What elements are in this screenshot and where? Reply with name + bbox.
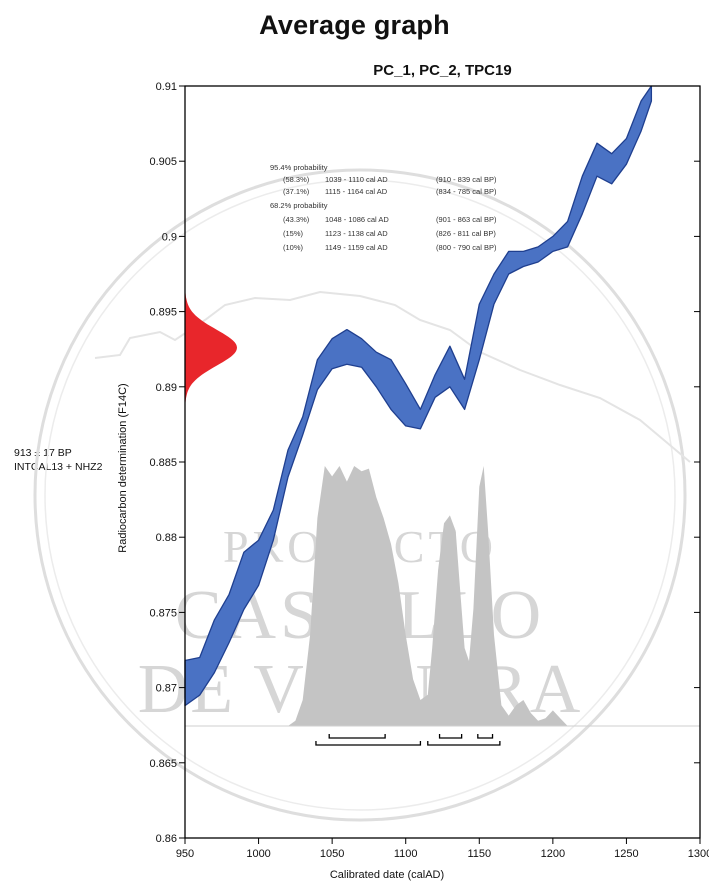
y-tick-label: 0.91	[156, 81, 177, 93]
prob-68-2-ad: 1123 - 1138 cal AD	[325, 229, 388, 238]
x-tick-label: 1150	[467, 848, 491, 860]
prob-68-1-bp: (901 - 863 cal BP)	[436, 215, 497, 224]
x-tick-label: 1050	[320, 848, 344, 860]
chart-title: Average graph	[259, 10, 450, 40]
prob-95-2-ad: 1115 - 1164 cal AD	[325, 187, 388, 196]
x-tick-label: 950	[176, 848, 194, 860]
prob-68-2-pct: (15%)	[283, 229, 304, 238]
watermark-circle	[33, 168, 687, 822]
range-95-bracket	[427, 741, 501, 746]
range-68-bracket	[438, 734, 463, 739]
x-axis-title: Calibrated date (calAD)	[330, 869, 444, 881]
range-68-bracket	[328, 734, 386, 739]
y-axis-title: Radiocarbon determination (F14C)	[117, 383, 129, 552]
x-tick-label: 1100	[394, 848, 418, 860]
range-68-bracket	[477, 734, 494, 739]
prob-95-2-bp: (834 - 785 cal BP)	[436, 187, 497, 196]
plot-area: 0.860.8650.870.8750.880.8850.890.8950.90…	[149, 81, 709, 860]
prob-95-1-ad: 1039 - 1110 cal AD	[325, 175, 388, 184]
calibrated-distribution	[288, 466, 568, 726]
x-tick-label: 1250	[614, 848, 638, 860]
range-95-bracket	[315, 741, 422, 746]
prob-68-1-pct: (43.3%)	[283, 215, 310, 224]
x-tick-label: 1000	[246, 848, 270, 860]
x-tick-label: 1300	[688, 848, 709, 860]
y-tick-label: 0.865	[149, 758, 177, 770]
prob-header-68: 68.2% probability	[270, 201, 328, 210]
y-tick-label: 0.885	[149, 457, 177, 469]
y-tick-label: 0.875	[149, 607, 177, 619]
chart-subtitle: PC_1, PC_2, TPC19	[373, 62, 512, 79]
calibration-curve-band	[184, 85, 653, 707]
y-tick-label: 0.87	[156, 683, 177, 695]
prob-68-3-bp: (800 - 790 cal BP)	[436, 243, 497, 252]
prob-68-1-ad: 1048 - 1086 cal AD	[325, 215, 389, 224]
prob-68-3-pct: (10%)	[283, 243, 304, 252]
prob-95-2-pct: (37.1%)	[283, 187, 310, 196]
probability-text: 95.4% probability (58.3%) 1039 - 1110 ca…	[270, 163, 497, 252]
y-tick-label: 0.895	[149, 307, 177, 319]
watermark-castle-outline	[94, 290, 691, 463]
y-tick-label: 0.88	[156, 532, 177, 544]
watermark-circle-inner	[44, 179, 676, 811]
prob-68-2-bp: (826 - 811 cal BP)	[436, 229, 496, 238]
prob-68-3-ad: 1149 - 1159 cal AD	[325, 243, 388, 252]
x-tick-label: 1200	[541, 848, 565, 860]
y-tick-label: 0.89	[156, 382, 177, 394]
sample-age: 913 ± 17 BP	[14, 447, 72, 459]
y-tick-label: 0.86	[156, 833, 177, 845]
prob-95-1-bp: (910 - 839 cal BP)	[436, 175, 497, 184]
y-tick-label: 0.905	[149, 156, 177, 168]
prob-header-95: 95.4% probability	[270, 163, 328, 172]
prob-95-1-pct: (58.3%)	[283, 175, 310, 184]
y-tick-label: 0.9	[162, 231, 177, 243]
measurement-distribution	[185, 275, 237, 420]
